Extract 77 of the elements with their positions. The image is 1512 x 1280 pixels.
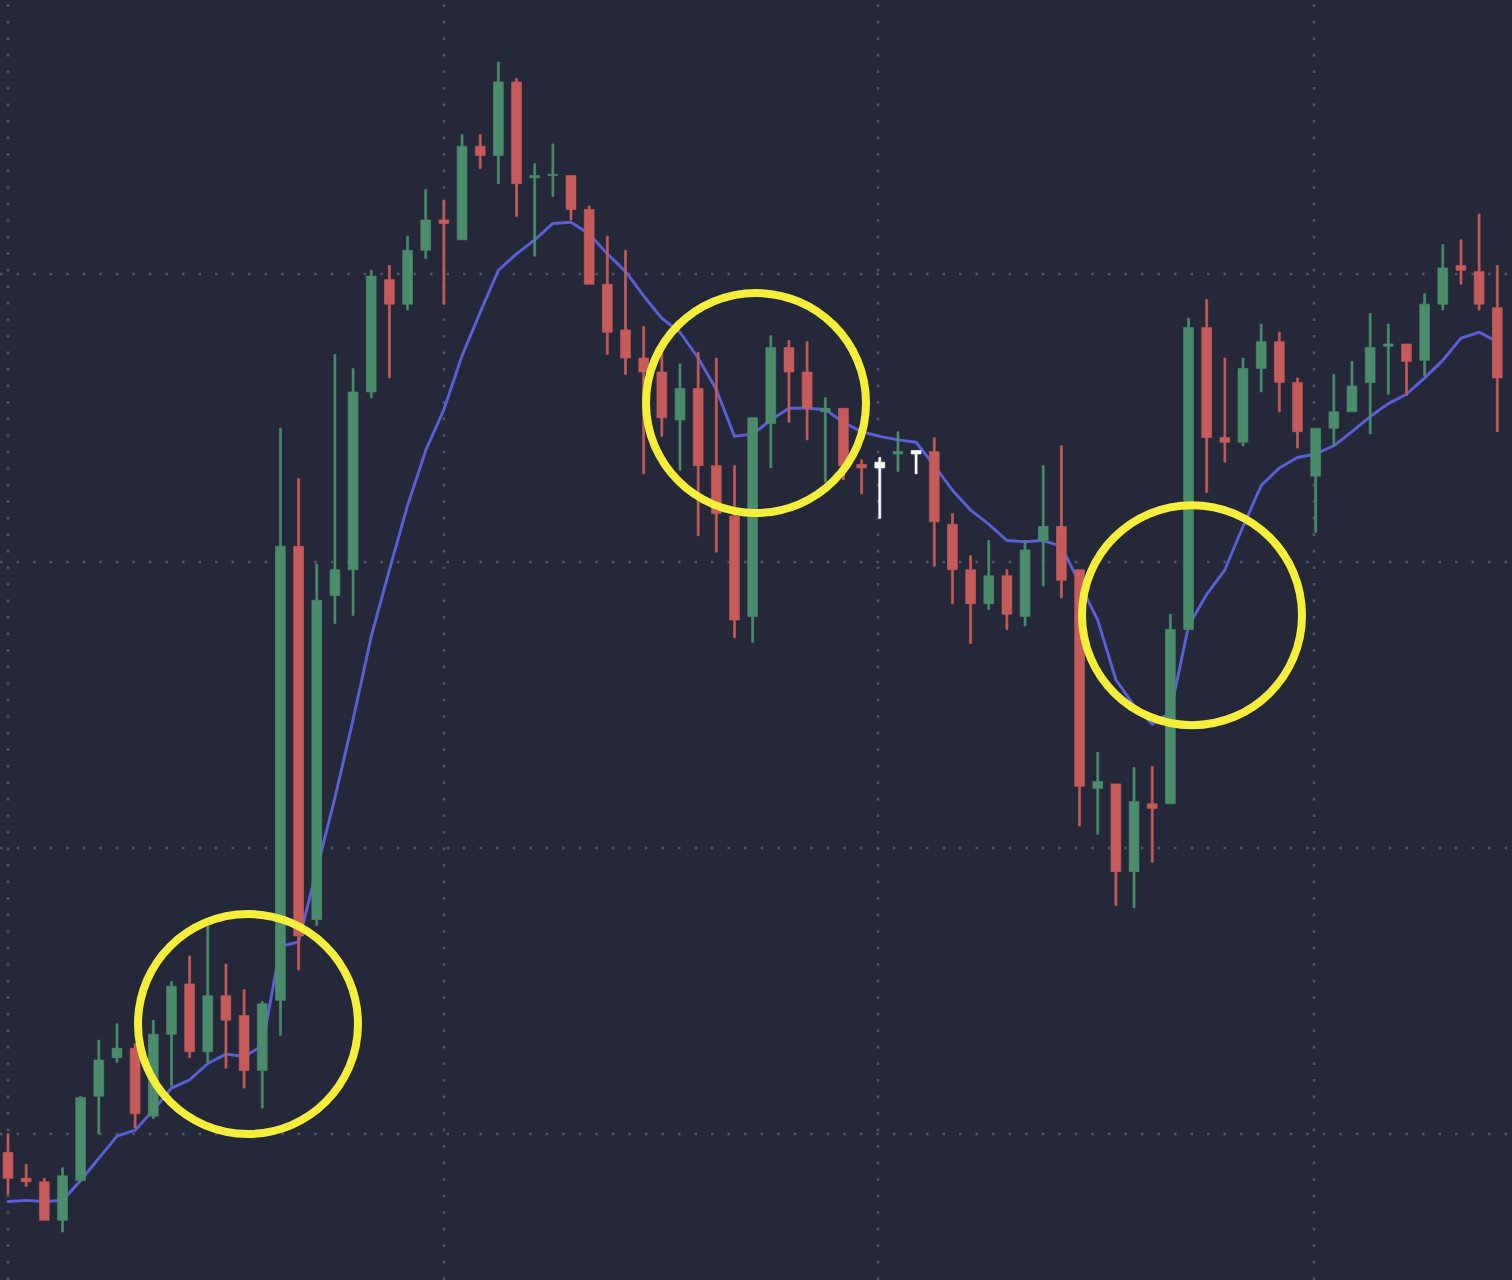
candlestick bbox=[674, 363, 686, 471]
candlestick bbox=[892, 431, 904, 472]
candlestick bbox=[1492, 265, 1503, 433]
candlestick bbox=[1364, 313, 1376, 435]
candlestick bbox=[493, 61, 504, 185]
candlestick bbox=[1292, 377, 1303, 449]
candlestick bbox=[1146, 766, 1158, 863]
candlestick bbox=[184, 955, 195, 1058]
candlestick bbox=[856, 459, 867, 495]
candlestick bbox=[1092, 751, 1103, 835]
candlestick bbox=[1437, 244, 1449, 311]
candlestick bbox=[293, 478, 304, 971]
candlestick bbox=[529, 163, 540, 257]
candlestick bbox=[420, 189, 431, 259]
candlestick bbox=[874, 457, 886, 519]
candlestick bbox=[366, 269, 377, 399]
candlestick bbox=[729, 465, 740, 638]
candlestick bbox=[1128, 767, 1140, 909]
candlestick bbox=[111, 1023, 123, 1063]
candlestick bbox=[2, 1133, 14, 1195]
candlestick bbox=[983, 540, 994, 610]
candlestick bbox=[220, 963, 232, 1069]
candlestick bbox=[1038, 465, 1049, 587]
candlestick bbox=[57, 1167, 68, 1233]
candlestick bbox=[1473, 213, 1485, 311]
candlestick bbox=[783, 340, 795, 423]
candlestick bbox=[1274, 331, 1285, 413]
candlestick bbox=[93, 1039, 105, 1135]
candlestick bbox=[474, 134, 486, 169]
candlestick bbox=[1110, 783, 1122, 906]
candlestick bbox=[257, 1001, 268, 1109]
candlestick bbox=[20, 1163, 32, 1187]
candlestick bbox=[1419, 293, 1430, 376]
candlestick bbox=[747, 417, 758, 643]
candlestick bbox=[1328, 374, 1340, 447]
candlestick bbox=[565, 175, 577, 221]
candlestick bbox=[1183, 317, 1194, 630]
candlestick bbox=[456, 134, 468, 241]
candlestick bbox=[1219, 357, 1231, 463]
candlestick bbox=[820, 397, 831, 483]
candlestick bbox=[910, 450, 922, 475]
candlestick bbox=[602, 235, 613, 355]
candlestick bbox=[238, 989, 250, 1089]
candlestick bbox=[311, 563, 322, 926]
candlestick bbox=[1237, 357, 1249, 447]
candlestick bbox=[347, 368, 359, 616]
candlestick bbox=[438, 199, 450, 305]
candlestick bbox=[620, 250, 631, 375]
candlestick bbox=[1056, 445, 1067, 599]
candlestick bbox=[384, 265, 395, 379]
candlestick bbox=[547, 143, 559, 197]
candlestick bbox=[75, 1095, 86, 1183]
candlestick bbox=[692, 351, 704, 537]
candlestick bbox=[1201, 299, 1212, 493]
candlestick bbox=[39, 1177, 50, 1221]
candlestick bbox=[801, 341, 813, 441]
candlestick bbox=[765, 335, 777, 469]
candlestick bbox=[1310, 427, 1321, 533]
candlestick bbox=[402, 235, 413, 311]
candlestick bbox=[1019, 540, 1031, 627]
candlestick bbox=[511, 78, 522, 217]
candlestick bbox=[929, 437, 940, 567]
candlestick bbox=[1383, 323, 1394, 395]
candlestick bbox=[1401, 343, 1412, 396]
candlestick bbox=[1346, 361, 1358, 413]
candlestick bbox=[275, 427, 286, 1036]
candlestick bbox=[329, 354, 341, 624]
candlestick bbox=[1001, 569, 1013, 630]
candlestick bbox=[1255, 323, 1267, 393]
candlestick bbox=[965, 555, 976, 644]
candlestick bbox=[947, 513, 958, 605]
candlestick bbox=[202, 925, 214, 1063]
candlestick bbox=[166, 981, 177, 1087]
candlestick bbox=[1455, 239, 1467, 285]
candlestick bbox=[583, 205, 595, 285]
candlestick bbox=[1165, 613, 1176, 805]
candlestick bbox=[129, 1043, 141, 1129]
